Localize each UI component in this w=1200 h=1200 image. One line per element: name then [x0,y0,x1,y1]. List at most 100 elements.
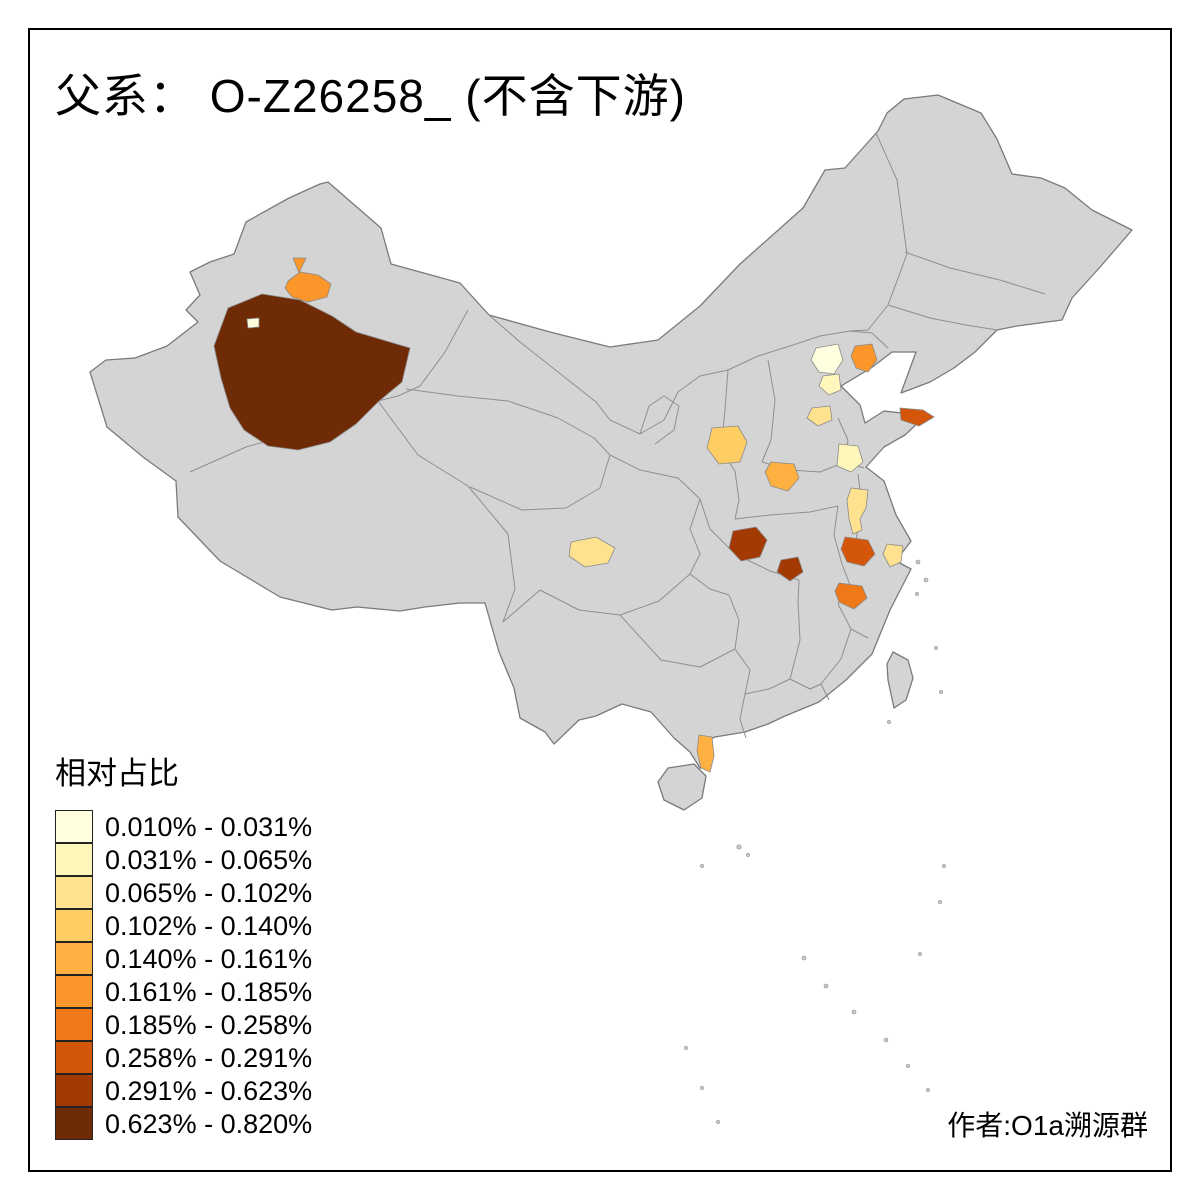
legend-label: 0.010% - 0.031% [105,812,313,842]
legend-label: 0.102% - 0.140% [105,911,313,941]
islet [923,577,929,583]
legend-item: 0.623% - 0.820% [55,1107,313,1141]
islet [915,592,919,596]
islet [823,983,829,989]
legend-label: 0.161% - 0.185% [105,977,313,1007]
legend-swatch [55,1008,93,1041]
legend-label: 0.031% - 0.065% [105,845,313,875]
region-09 [899,407,935,427]
legend-swatch [55,876,93,909]
region-14 [568,536,616,568]
legend-item: 0.185% - 0.258% [55,1008,313,1042]
legend-swatch [55,1041,93,1074]
legend-label: 0.291% - 0.623% [105,1076,313,1106]
region-05 [810,343,844,375]
border-ningxia [639,395,680,445]
legend-item: 0.258% - 0.291% [55,1041,313,1075]
border-innermongolia-south [609,330,889,435]
map-title: 父系： O-Z26258_ (不含下游) [55,70,686,122]
legend-item: 0.010% - 0.031% [55,810,313,844]
islet [918,952,922,956]
region-17 [840,536,876,567]
region-01 [292,257,307,274]
legend-label: 0.623% - 0.820% [105,1109,313,1139]
islet [942,864,946,868]
islet [883,1037,889,1043]
author-credit: 作者:O1a溯源群 [947,1110,1148,1141]
region-06 [818,373,842,396]
legend-swatch [55,810,93,843]
south-china-sea-islets [684,559,946,1124]
legend-item: 0.031% - 0.065% [55,843,313,877]
islet [926,1088,930,1092]
legend-item: 0.140% - 0.161% [55,942,313,976]
legend-title: 相对占比 [55,756,179,791]
border-xinjiang-east [189,309,469,473]
islet [906,1064,910,1068]
border-innermongolia-northeast [849,132,908,332]
islet [851,1009,857,1015]
border-qinghai-north [405,388,611,456]
legend-swatch [55,975,93,1008]
border-qinghai-south [469,454,611,511]
legend-swatch [55,909,93,942]
islet [700,1086,704,1090]
border-guangxi-hunan [734,648,791,739]
region-12 [836,443,864,473]
border-hunan-jiangxi [789,579,822,690]
legend-item: 0.161% - 0.185% [55,975,313,1009]
border-guizhou [619,594,740,668]
legend-item: 0.065% - 0.102% [55,876,313,910]
region-16 [776,556,804,582]
border-chongqing [689,498,730,596]
base-map [89,94,1133,811]
islet [716,1120,720,1124]
border-tibet-north-east [377,400,516,623]
islet [938,900,942,904]
border-jiangxi-fujian [820,603,852,685]
legend-swatch [55,1107,93,1140]
region-20 [696,734,715,773]
islet [934,646,938,650]
legend-label: 0.258% - 0.291% [105,1043,313,1073]
hainan-island [657,763,707,811]
region-04 [246,317,260,329]
islet [939,690,943,694]
border-guangdong-fujian [820,683,830,701]
legend-swatch [55,1074,93,1107]
border-shanxi-hebei [761,359,776,463]
islet [746,853,750,857]
legend: 相对占比 0.010% - 0.031% 0.031% - 0.065% 0.065… [55,748,312,1141]
region-18 [882,543,904,568]
choropleth-regions [213,257,935,773]
region-08 [806,405,833,427]
border-henan-south [734,470,839,520]
border-jilin-liaoning [887,304,998,331]
islet [887,720,891,724]
islet [736,844,742,850]
region-19 [834,582,868,610]
legend-item: 0.102% - 0.140% [55,909,313,943]
islet [915,559,921,565]
border-gansu-corridor [488,314,611,421]
legend-label: 0.140% - 0.161% [105,944,313,974]
border-sichuan-shaanxi [609,454,701,500]
legend-swatch [55,942,93,975]
islet [684,1046,688,1050]
legend-swatch [55,843,93,876]
mainland [89,94,1133,769]
legend-label: 0.065% - 0.102% [105,878,313,908]
region-10 [706,425,748,465]
border-heilongjiang-jilin [904,251,1046,295]
region-11 [764,461,800,492]
region-03 [213,293,411,451]
region-07 [850,343,878,373]
legend-items: 0.010% - 0.031% 0.031% - 0.065% 0.065% - 0… [55,810,313,1141]
border-zhejiang-fujian [850,628,869,639]
islet [700,864,704,868]
legend-label: 0.185% - 0.258% [105,1010,313,1040]
legend-item: 0.291% - 0.623% [55,1074,313,1108]
region-15 [728,526,768,562]
